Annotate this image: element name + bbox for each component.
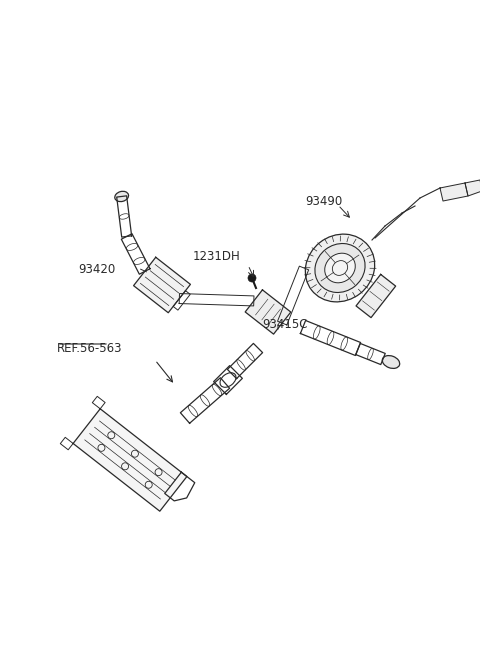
Polygon shape [440, 183, 468, 201]
Text: 1231DH: 1231DH [193, 250, 241, 263]
Ellipse shape [315, 243, 365, 293]
Text: REF.56-563: REF.56-563 [57, 342, 122, 355]
Polygon shape [73, 409, 187, 511]
Polygon shape [245, 290, 291, 334]
Circle shape [248, 274, 256, 282]
Text: 93415C: 93415C [262, 318, 308, 331]
Ellipse shape [115, 192, 129, 201]
Polygon shape [465, 180, 480, 196]
Ellipse shape [325, 253, 355, 283]
Ellipse shape [255, 300, 281, 324]
Ellipse shape [305, 234, 375, 302]
Polygon shape [133, 257, 191, 313]
Text: 93420: 93420 [78, 263, 115, 276]
Text: 93490: 93490 [305, 195, 342, 208]
Polygon shape [356, 274, 396, 318]
Ellipse shape [382, 356, 400, 369]
